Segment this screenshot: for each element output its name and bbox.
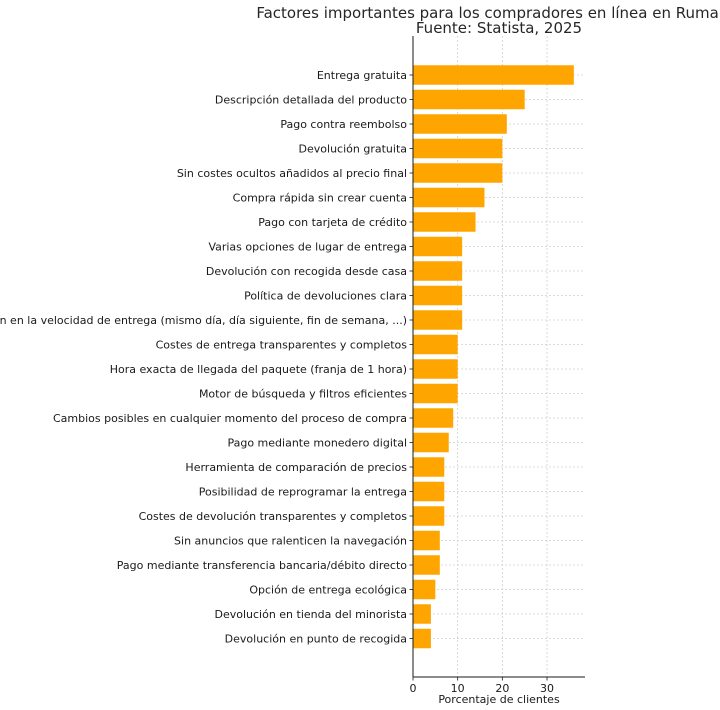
bar: [413, 187, 485, 208]
bars: [413, 65, 574, 649]
bar: [413, 310, 463, 330]
category-label: Devolución en tienda del minorista: [214, 608, 407, 621]
category-label: Descripción detallada del producto: [215, 94, 407, 107]
bar: [413, 89, 525, 110]
category-label: Pago mediante monedero digital: [227, 437, 407, 450]
bar: [413, 138, 503, 159]
bar: [413, 457, 445, 477]
bar: [413, 359, 458, 379]
bar: [413, 555, 440, 575]
axes: 0 10 20 30: [409, 36, 585, 695]
category-label: Sin anuncios que ralenticen la navegació…: [174, 535, 407, 548]
bar: [413, 530, 440, 551]
bar: [413, 383, 458, 404]
x-tick-label: 20: [495, 682, 509, 695]
category-label: Herramienta de comparación de precios: [185, 461, 407, 474]
category-label: Compra rápida sin crear cuenta: [233, 192, 407, 205]
category-label: Devolución con recogida desde casa: [206, 265, 407, 278]
bar: [413, 285, 463, 306]
bar: [413, 604, 431, 624]
bar: [413, 408, 454, 428]
x-axis-label: Porcentaje de clientes: [438, 693, 560, 706]
category-label: Motor de búsqueda y filtros eficientes: [199, 388, 407, 401]
bar: [413, 212, 476, 232]
x-tick-label: 10: [451, 682, 465, 695]
category-label: Cambios posibles en cualquier momento de…: [53, 412, 407, 425]
bar: [413, 261, 463, 281]
bar: [413, 236, 463, 257]
category-label: Opción de entrega ecológica: [249, 584, 407, 597]
category-label: Entrega gratuita: [317, 69, 407, 82]
bar: [413, 65, 574, 85]
category-labels: Entrega gratuita Descripción detallada de…: [0, 69, 407, 646]
category-label: Posibilidad de reprogramar la entrega: [199, 486, 407, 499]
category-label: Devolución gratuita: [299, 143, 407, 156]
bar: [413, 481, 445, 502]
bar: [413, 163, 503, 183]
bar: [413, 506, 445, 526]
x-tick-label: 0: [410, 682, 417, 695]
category-label: Sin costes ocultos añadidos al precio fi…: [177, 167, 407, 180]
category-label: Pago con tarjeta de crédito: [258, 216, 407, 229]
bar: [413, 628, 431, 649]
category-label: Varias opciones de lugar de entrega: [208, 241, 407, 254]
bar: [413, 579, 436, 600]
chart-subtitle: Fuente: Statista, 2025: [416, 19, 582, 37]
category-label: Política de devoluciones clara: [244, 290, 407, 303]
category-label: Pago mediante transferencia bancaria/déb…: [117, 559, 407, 572]
category-label: Devolución en punto de recogida: [225, 633, 407, 646]
category-label: Costes de devolución transparentes y com…: [139, 510, 408, 523]
x-tick-label: 30: [540, 682, 554, 695]
category-label: Pago contra reembolso: [280, 118, 407, 131]
category-label: Hora exacta de llegada del paquete (fran…: [110, 363, 407, 376]
category-label: Costes de entrega transparentes y comple…: [156, 339, 408, 352]
chart-title: Factores importantes para los compradore…: [256, 4, 720, 22]
bar: [413, 432, 449, 453]
bar: [413, 114, 507, 134]
bar: [413, 334, 458, 355]
category-label: Elección en la velocidad de entrega (mis…: [0, 314, 407, 327]
